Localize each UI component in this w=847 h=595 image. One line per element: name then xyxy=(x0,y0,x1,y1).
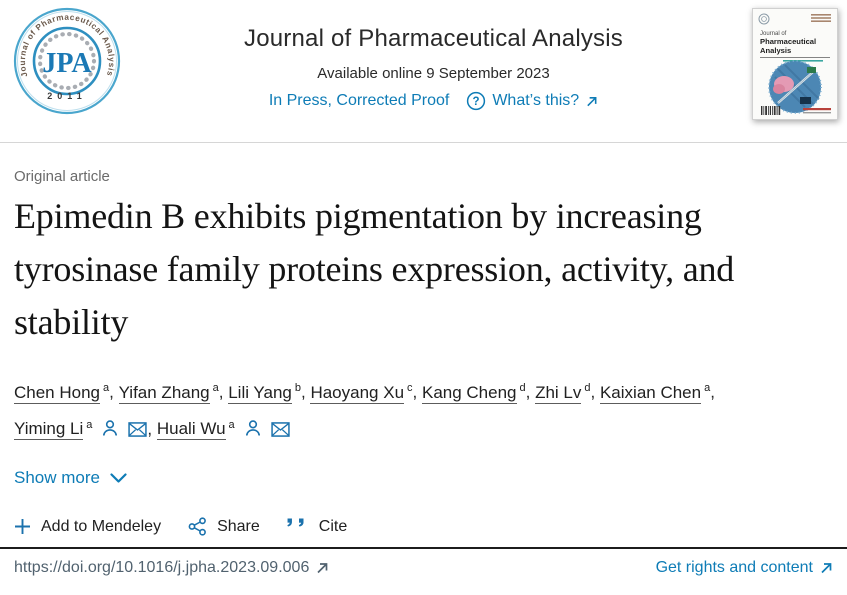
svg-text:2011: 2011 xyxy=(47,91,87,101)
author-entry: Kaixian Chen a xyxy=(599,372,711,409)
show-more-label: Show more xyxy=(14,468,100,488)
journal-cover-thumbnail[interactable]: Journal of Pharmaceutical Analysis xyxy=(752,8,838,120)
author-link[interactable]: Yiming Li xyxy=(14,419,84,441)
author-link[interactable]: Kaixian Chen xyxy=(599,382,702,404)
journal-banner: Journal of Pharmaceutical Analysis JPA 2… xyxy=(0,0,847,143)
author-link[interactable]: Haoyang Xu xyxy=(310,382,405,404)
share-label: Share xyxy=(217,517,260,535)
show-more-button[interactable]: Show more xyxy=(14,468,127,488)
author-link[interactable]: Kang Cheng xyxy=(421,382,517,404)
author-affiliation-sup: a xyxy=(228,418,235,431)
article-title: Epimedin B exhibits pigmentation by incr… xyxy=(14,196,735,342)
plus-icon xyxy=(15,519,30,535)
author-link[interactable]: Yifan Zhang xyxy=(118,382,210,404)
author-link[interactable]: Chen Hong xyxy=(14,382,101,404)
author-affiliation-sup: a xyxy=(704,382,711,394)
author-separator: , xyxy=(525,382,536,402)
email-author-icon[interactable] xyxy=(128,422,148,438)
get-rights-label: Get rights and content xyxy=(655,559,813,576)
author-affiliation-sup: a xyxy=(212,382,219,394)
quote-icon xyxy=(287,518,304,527)
author-separator: , xyxy=(218,382,229,402)
author-affiliation-sup: c xyxy=(407,382,413,394)
author-profile-icon[interactable] xyxy=(101,419,119,437)
in-press-row: In Press, Corrected Proof ? What’s this? xyxy=(140,91,727,111)
in-press-link[interactable]: In Press, Corrected Proof xyxy=(268,92,450,109)
author-separator: , xyxy=(147,419,157,439)
author-affiliation-sup: b xyxy=(294,382,301,394)
author-separator: , xyxy=(301,382,311,402)
author-affiliation-sup: d xyxy=(519,382,526,394)
external-link-icon xyxy=(587,96,597,106)
doi-link[interactable]: https://doi.org/10.1016/j.jpha.2023.09.0… xyxy=(14,559,329,577)
email-author-icon[interactable] xyxy=(270,422,290,438)
doi-footer: https://doi.org/10.1016/j.jpha.2023.09.0… xyxy=(0,547,847,595)
get-rights-link[interactable]: Get rights and content xyxy=(656,559,833,577)
cite-label: Cite xyxy=(318,517,348,535)
external-link-icon xyxy=(821,563,832,574)
author-entry: Lili Yang b xyxy=(228,372,301,409)
chevron-down-icon xyxy=(110,473,127,483)
svg-text:?: ? xyxy=(473,96,480,108)
question-circle-icon: ? xyxy=(467,91,486,111)
external-link-icon xyxy=(317,563,328,574)
journal-info: Journal of Pharmaceutical Analysis Avail… xyxy=(140,25,727,111)
author-affiliation-sup: a xyxy=(86,418,93,431)
author-separator: , xyxy=(590,382,600,402)
available-online-date: Available online 9 September 2023 xyxy=(317,65,550,82)
author-list: Chen Hong a, Yifan Zhang a, Lili Yang b, Ha… xyxy=(14,372,824,445)
jpa-logo-icon: Journal of Pharmaceutical Analysis JPA 2… xyxy=(13,7,121,115)
doi-text: https://doi.org/10.1016/j.jpha.2023.09.0… xyxy=(14,559,310,576)
author-link[interactable]: Lili Yang xyxy=(228,382,292,404)
whats-this-link[interactable]: ? What’s this? xyxy=(466,91,598,111)
author-entry: Haoyang Xu c xyxy=(310,372,413,409)
article-type-label: Original article xyxy=(14,168,110,185)
author-entry: Yifan Zhang a xyxy=(118,372,219,409)
svg-text:JPA: JPA xyxy=(42,48,92,79)
author-separator: , xyxy=(109,382,119,402)
author-separator: , xyxy=(710,382,715,402)
action-toolbar: Add to Mendeley Share xyxy=(14,517,833,536)
svg-text:Pharmaceutical: Pharmaceutical xyxy=(760,37,816,46)
journal-cover-art: Journal of Pharmaceutical Analysis xyxy=(753,9,837,119)
author-entry: Yiming Li a xyxy=(14,409,148,446)
author-link[interactable]: Huali Wu xyxy=(156,419,226,441)
article-head-section: Original article Epimedin B exhibits pig… xyxy=(0,168,847,536)
author-entry: Chen Hong a xyxy=(14,372,109,409)
add-to-mendeley-button[interactable]: Add to Mendeley xyxy=(14,518,161,536)
whats-this-label: What’s this? xyxy=(492,92,580,109)
author-separator: , xyxy=(412,382,422,402)
author-affiliation-sup: d xyxy=(584,382,591,394)
share-icon xyxy=(188,517,206,536)
author-entry: Kang Cheng d xyxy=(421,372,526,409)
journal-logo: Journal of Pharmaceutical Analysis JPA 2… xyxy=(12,6,122,116)
share-button[interactable]: Share xyxy=(188,517,260,536)
svg-text:Analysis: Analysis xyxy=(760,46,791,55)
journal-title[interactable]: Journal of Pharmaceutical Analysis xyxy=(244,25,623,52)
author-entry: Zhi Lv d xyxy=(535,372,591,409)
author-link[interactable]: Zhi Lv xyxy=(535,382,582,404)
author-profile-icon[interactable] xyxy=(244,419,262,437)
cite-button[interactable]: Cite xyxy=(287,518,347,536)
author-entry: Huali Wu a xyxy=(156,409,290,446)
add-to-mendeley-label: Add to Mendeley xyxy=(41,517,162,535)
svg-text:Journal of: Journal of xyxy=(760,31,787,37)
author-affiliation-sup: a xyxy=(103,382,110,394)
